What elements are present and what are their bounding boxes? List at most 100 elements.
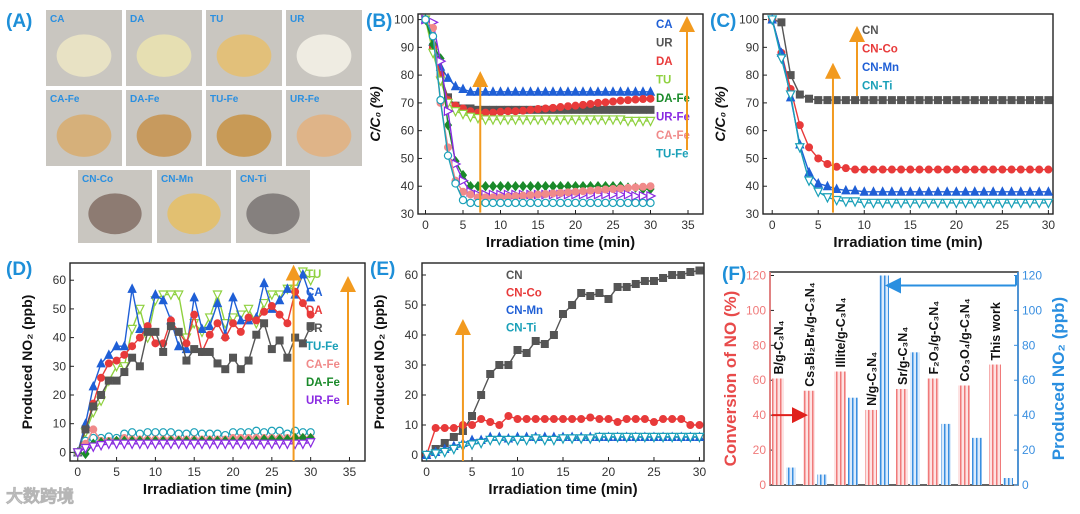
data-point bbox=[143, 327, 152, 336]
data-point bbox=[275, 336, 284, 345]
data-point bbox=[555, 86, 566, 96]
data-point bbox=[244, 313, 253, 322]
data-point bbox=[851, 165, 860, 174]
data-point bbox=[519, 191, 528, 200]
data-point bbox=[229, 319, 238, 328]
data-point bbox=[850, 184, 860, 195]
data-point bbox=[997, 198, 1008, 209]
data-point bbox=[649, 276, 658, 285]
data-point bbox=[158, 439, 169, 450]
data-point bbox=[841, 164, 850, 173]
legend-tu: TU bbox=[656, 75, 671, 87]
data-point bbox=[860, 165, 869, 174]
data-point bbox=[630, 116, 641, 127]
data-point bbox=[547, 115, 559, 126]
data-point bbox=[622, 414, 631, 423]
data-point bbox=[814, 96, 823, 105]
data-point bbox=[220, 439, 231, 450]
data-point bbox=[979, 165, 988, 174]
data-point bbox=[603, 432, 614, 443]
bar-conversion-co-o-g-c-n bbox=[958, 385, 970, 485]
data-point bbox=[887, 96, 896, 105]
y2-tick-label: 100 bbox=[1022, 303, 1042, 317]
category-label: N/g-C₃N₄ bbox=[865, 352, 879, 406]
legend-ur-fe: UR-Fe bbox=[306, 395, 340, 407]
data-point bbox=[576, 434, 587, 445]
data-point bbox=[503, 435, 514, 446]
legend-cn: CN bbox=[862, 25, 879, 37]
data-point bbox=[586, 413, 595, 422]
data-point bbox=[189, 439, 200, 450]
data-point bbox=[525, 86, 536, 96]
y-tick-label: 30 bbox=[53, 359, 67, 373]
data-point bbox=[897, 165, 906, 174]
photo-cn-mn: CN-Mn bbox=[157, 170, 231, 243]
data-point bbox=[997, 186, 1008, 196]
data-point bbox=[613, 417, 622, 426]
data-point bbox=[305, 291, 316, 302]
data-point bbox=[616, 189, 627, 200]
data-point bbox=[243, 439, 254, 450]
data-point bbox=[1006, 198, 1017, 209]
data-point bbox=[457, 109, 469, 120]
data-point bbox=[267, 302, 276, 311]
photo-label: CN-Co bbox=[82, 174, 113, 185]
data-point bbox=[306, 310, 315, 319]
data-point bbox=[548, 86, 558, 96]
data-point bbox=[887, 165, 896, 174]
data-point bbox=[526, 198, 535, 208]
data-point bbox=[1016, 186, 1026, 196]
powder-sample bbox=[296, 114, 352, 157]
x-tick-label: 30 bbox=[304, 465, 318, 479]
y-tick-label: 40 bbox=[405, 328, 419, 342]
data-point bbox=[540, 339, 549, 348]
data-point bbox=[511, 107, 520, 116]
data-point bbox=[496, 180, 505, 192]
data-point bbox=[274, 439, 285, 450]
data-point bbox=[1035, 96, 1044, 105]
data-point bbox=[212, 297, 223, 308]
x-tick-label: 20 bbox=[226, 465, 240, 479]
data-point bbox=[530, 434, 541, 445]
data-point bbox=[601, 185, 610, 194]
data-point bbox=[267, 426, 277, 436]
data-point bbox=[236, 314, 246, 325]
data-point bbox=[559, 414, 568, 423]
data-point bbox=[465, 86, 476, 96]
data-point bbox=[555, 115, 566, 126]
x-tick-label: 20 bbox=[569, 218, 583, 232]
photo-ca: CA bbox=[46, 10, 122, 86]
bar-conversion-this-work bbox=[989, 364, 1001, 485]
data-point bbox=[794, 143, 805, 154]
series-da bbox=[421, 15, 655, 117]
y-tick-label: 20 bbox=[405, 388, 419, 402]
x-tick-label: 30 bbox=[644, 218, 658, 232]
data-point bbox=[556, 188, 565, 197]
data-point bbox=[585, 434, 596, 445]
data-point bbox=[567, 434, 578, 445]
data-point bbox=[81, 425, 90, 434]
data-point bbox=[831, 195, 842, 207]
data-point bbox=[227, 313, 239, 324]
data-point bbox=[533, 198, 543, 208]
data-point bbox=[476, 438, 487, 449]
powder-sample bbox=[56, 34, 112, 77]
powder-sample bbox=[167, 193, 221, 235]
data-point bbox=[570, 86, 581, 96]
photo-cn-co: CN-Co bbox=[78, 170, 152, 243]
data-point bbox=[275, 426, 284, 436]
plot-frame bbox=[69, 262, 366, 462]
data-point bbox=[686, 267, 695, 276]
chart-c: 30 40 50 60 70 80 90 100 C/C₀ (%) 0 5 10 15 20 25 30 Irr… bbox=[712, 13, 1055, 251]
data-point bbox=[494, 435, 505, 446]
x-tick-label: 15 bbox=[531, 218, 545, 232]
data-point bbox=[488, 86, 498, 96]
powder-sample bbox=[246, 193, 300, 235]
data-point bbox=[586, 198, 595, 208]
y-tick-label: 120 bbox=[746, 268, 766, 282]
photo-cn-ti: CN-Ti bbox=[236, 170, 310, 243]
data-point bbox=[504, 411, 513, 420]
y-tick-label: 10 bbox=[405, 418, 419, 432]
photo-label: CA bbox=[50, 14, 64, 25]
data-point bbox=[430, 449, 441, 460]
